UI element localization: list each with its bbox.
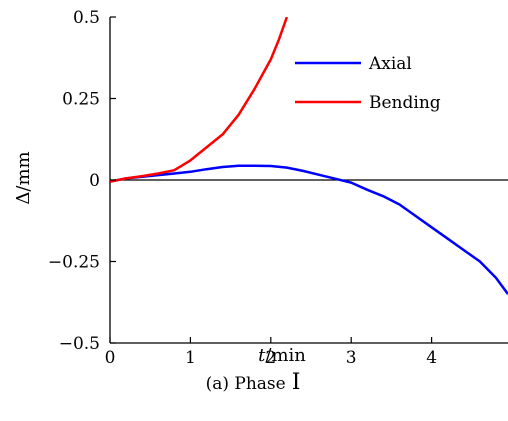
x-tick-label: 2 (265, 348, 276, 368)
y-tick-label: 0 (89, 171, 100, 191)
series-line-axial (110, 164, 508, 295)
legend-label-bending: Bending (369, 93, 441, 113)
figure-caption: (a) Phase Ⅰ (206, 370, 301, 395)
x-tick-label: 4 (426, 348, 437, 368)
y-tick-label: 0.25 (62, 90, 100, 110)
y-axis-label: Δ/mm (13, 151, 34, 204)
y-tick-label: 0.5 (73, 8, 100, 28)
legend-label-axial: Axial (368, 54, 412, 74)
x-axis-label-symbol: t (258, 345, 266, 366)
plot-area (109, 17, 508, 344)
y-tick-label: −0.25 (48, 253, 100, 273)
x-tick-label: 0 (105, 348, 116, 368)
x-tick-label: 1 (185, 348, 196, 368)
x-axis-label: t/min (258, 345, 306, 366)
axis-ticks: 0.50.250−0.25−0.50 1 2 3 4 (48, 8, 437, 368)
x-axis-label-unit: /min (265, 345, 306, 366)
caption-label: (a) Phase (206, 374, 286, 394)
caption-numeral: Ⅰ (292, 370, 301, 395)
series-line-bending (110, 17, 289, 183)
x-tick-label: 3 (346, 348, 357, 368)
y-tick-label: −0.5 (59, 334, 100, 354)
legend: Axial Bending (295, 54, 441, 113)
